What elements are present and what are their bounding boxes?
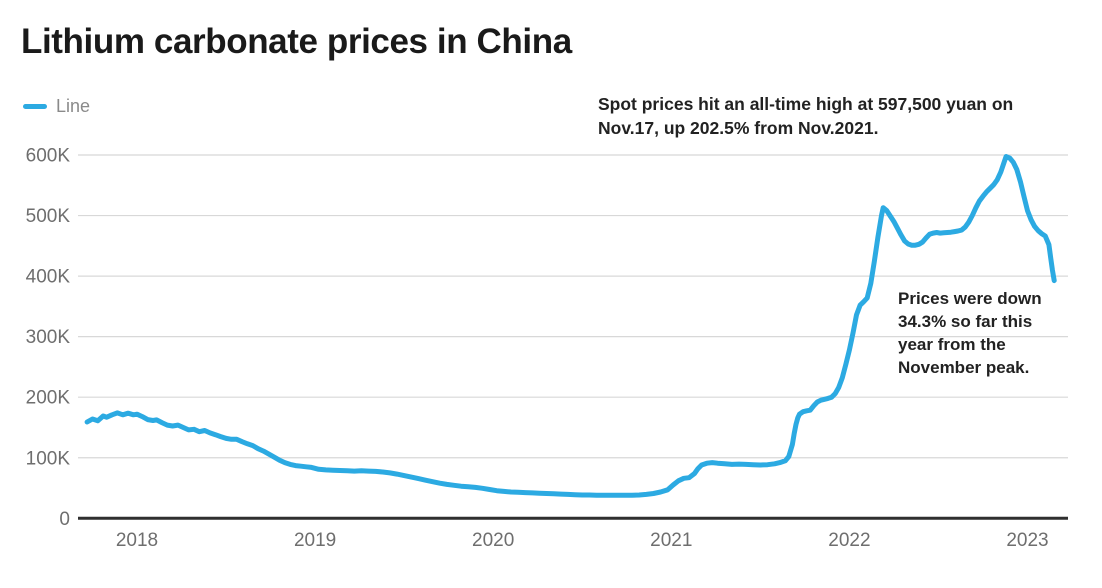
annotation-line: November peak. [898,358,1030,377]
y-axis-tick-label: 200K [26,388,71,409]
annotation-line: year from the [898,335,1006,354]
x-axis-tick-label: 2023 [1006,530,1048,551]
y-axis-tick-label: 100K [26,448,71,469]
annotation-record-high: Spot prices hit an all-time high at 597,… [598,92,1013,140]
annotation-down-from-peak: Prices were down 34.3% so far this year … [898,287,1042,379]
y-axis-tick-label: 500K [26,206,71,227]
y-axis-tick-label: 0 [59,509,70,530]
line-series-swatch-icon [23,104,47,109]
x-axis-tick-label: 2020 [472,530,514,551]
legend-label: Line [56,96,91,116]
legend: Line [23,96,90,117]
annotation-line: Nov.17, up 202.5% from Nov.2021. [598,118,879,138]
x-axis-tick-label: 2018 [116,530,158,551]
x-axis-tick-label: 2022 [828,530,870,551]
x-axis-tick-label: 2019 [294,530,336,551]
price-line-series [84,154,1057,498]
annotation-line: Prices were down [898,289,1042,308]
y-axis-tick-label: 600K [26,146,71,167]
y-axis-tick-label: 400K [26,267,71,288]
chart-title: Lithium carbonate prices in China [21,22,572,61]
annotation-line: 34.3% so far this [898,312,1033,331]
annotation-line: Spot prices hit an all-time high at 597,… [598,94,1014,114]
y-axis-tick-label: 300K [26,327,71,348]
x-axis-tick-label: 2021 [650,530,692,551]
